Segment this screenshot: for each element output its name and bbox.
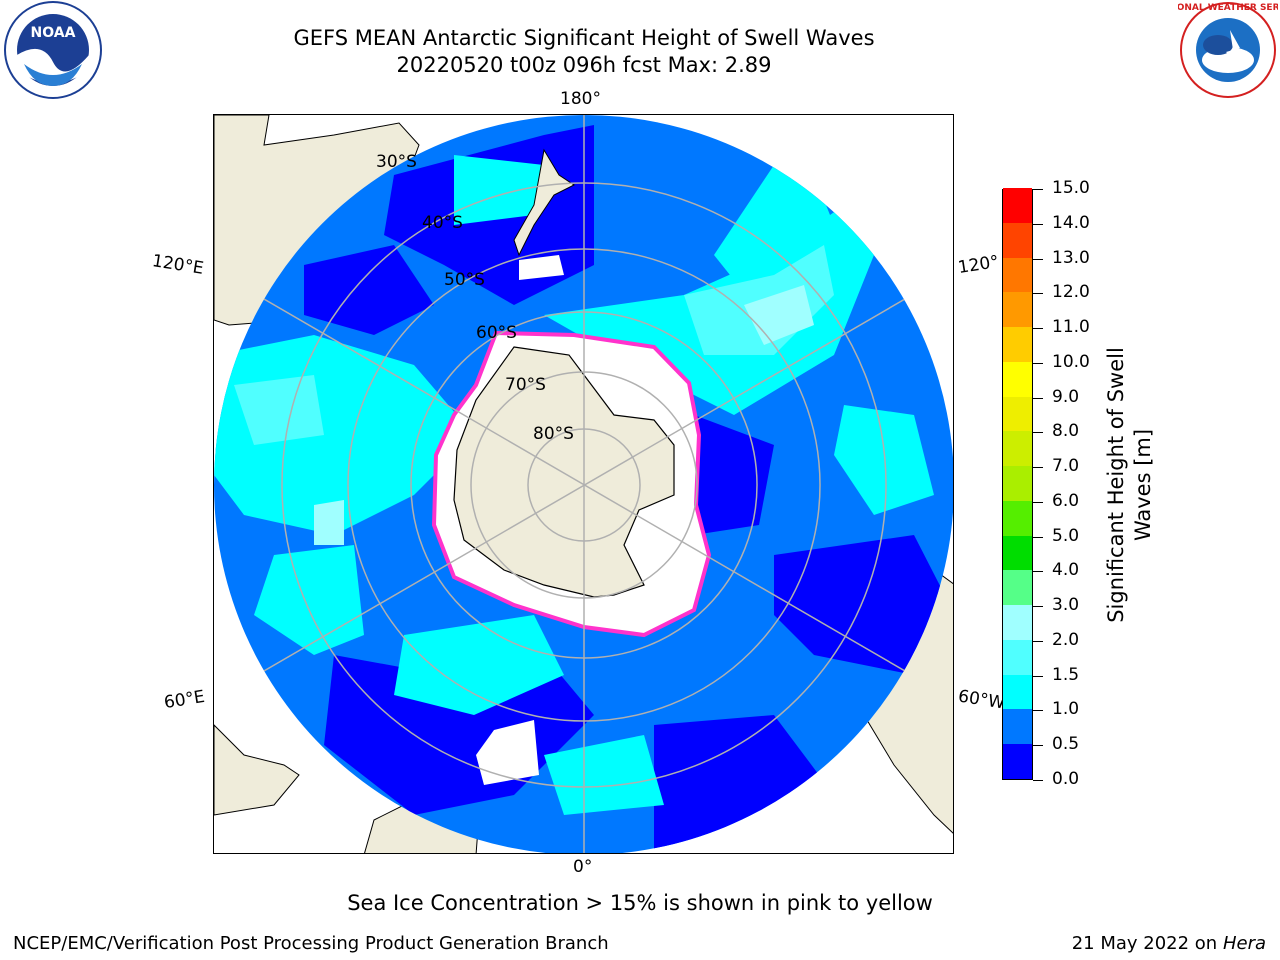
- colorbar-tick-label: 0.5: [1052, 734, 1080, 755]
- colorbar-tick: [1033, 258, 1043, 260]
- machine-name: Hera: [1222, 933, 1266, 954]
- new-zealand-land: [513, 148, 575, 257]
- run-date-text: 21 May 2022 on: [1071, 933, 1218, 954]
- colorbar-tick-label: 10.0: [1052, 351, 1090, 372]
- lat-label-30s: 30°S: [376, 152, 417, 172]
- colorbar-tick-label: 14.0: [1052, 212, 1090, 233]
- colorbar-tick: [1033, 467, 1043, 469]
- colorbar-segment: [1003, 535, 1032, 571]
- swell-patch-peak: [314, 500, 344, 545]
- swell-patch-mid: [454, 155, 544, 225]
- colorbar-tick: [1033, 397, 1043, 399]
- lat-label-70s: 70°S: [505, 375, 546, 395]
- colorbar-tick: [1033, 501, 1043, 503]
- colorbar-segment: [1003, 396, 1032, 432]
- colorbar-tick-label: 8.0: [1052, 421, 1080, 442]
- colorbar-tick: [1033, 675, 1043, 677]
- colorbar-segment: [1003, 674, 1032, 710]
- sea-ice-note: Sea Ice Concentration > 15% is shown in …: [347, 891, 933, 915]
- swell-patch-mid: [254, 545, 364, 655]
- colorbar-segment: [1003, 500, 1032, 536]
- longitude-grid: [214, 115, 953, 853]
- ice-patch: [476, 720, 539, 785]
- colorbar-tick-label: 3.0: [1052, 595, 1080, 616]
- swell-patch-mid: [834, 405, 934, 515]
- colorbar-tick: [1033, 710, 1043, 712]
- colorbar-segment: [1003, 709, 1032, 745]
- noaa-logo: NOAA: [4, 1, 102, 99]
- lon-label-60w: 60°W: [956, 686, 1007, 714]
- colorbar-tick-label: 7.0: [1052, 456, 1080, 477]
- colorbar-segment: [1003, 326, 1032, 362]
- colorbar-tick: [1033, 362, 1043, 364]
- nws-logo: NATIONAL WEATHER SERVICE: [1178, 2, 1278, 98]
- noaa-logo-text: NOAA: [31, 25, 76, 41]
- colorbar-segment: [1003, 361, 1032, 397]
- colorbar-segment: [1003, 430, 1032, 467]
- polar-map: [213, 114, 954, 854]
- colorbar-segment: [1003, 465, 1032, 501]
- colorbar-tick-label: 1.0: [1052, 699, 1080, 720]
- colorbar-segment: [1003, 604, 1032, 640]
- colorbar-label-line2: Waves [m]: [1131, 428, 1155, 542]
- map-subtitle: 20220520 t00z 096h fcst Max: 2.89: [396, 53, 772, 77]
- colorbar-tick: [1033, 432, 1043, 434]
- colorbar-tick: [1033, 640, 1043, 642]
- colorbar-tick: [1033, 536, 1043, 538]
- map-canvas: [214, 115, 953, 853]
- lon-label-120w: 120°: [956, 251, 1001, 279]
- colorbar-tick: [1033, 293, 1043, 295]
- colorbar-segment: [1003, 639, 1032, 675]
- lat-label-50s: 50°S: [444, 270, 485, 290]
- swell-patch-mid: [394, 615, 564, 715]
- colorbar-tick-label: 1.5: [1052, 664, 1080, 685]
- colorbar-tick: [1033, 571, 1043, 573]
- nws-logo-text: NATIONAL WEATHER SERVICE: [1178, 3, 1278, 13]
- colorbar-segment: [1003, 187, 1032, 223]
- lat-label-40s: 40°S: [422, 213, 463, 233]
- swell-patch-low: [774, 535, 953, 675]
- lon-label-60e: 60°E: [162, 686, 207, 714]
- lat-label-80s: 80°S: [533, 424, 574, 444]
- colorbar-tick-label: 4.0: [1052, 560, 1080, 581]
- colorbar-tick-label: 13.0: [1052, 247, 1090, 268]
- colorbar-tick-label: 6.0: [1052, 490, 1080, 511]
- colorbar-tick-label: 2.0: [1052, 629, 1080, 650]
- madagascar-land: [214, 724, 300, 816]
- colorbar-tick-label: 12.0: [1052, 282, 1090, 303]
- colorbar-tick: [1033, 189, 1043, 190]
- lon-label-120e: 120°E: [150, 251, 205, 279]
- credit-text: NCEP/EMC/Verification Post Processing Pr…: [13, 933, 609, 954]
- colorbar-segment: [1003, 257, 1032, 293]
- colorbar-tick: [1033, 223, 1043, 225]
- antarctica-land: [453, 346, 675, 598]
- swell-patch-mid: [544, 735, 664, 815]
- colorbar-segment: [1003, 222, 1032, 258]
- colorbar-tick: [1033, 780, 1043, 781]
- colorbar-segment: [1003, 569, 1032, 606]
- colorbar-tick: [1033, 328, 1043, 330]
- lon-label-0: 0°: [573, 857, 593, 877]
- colorbar: [1002, 187, 1033, 780]
- colorbar-label-line1: Significant Height of Swell: [1104, 347, 1128, 623]
- colorbar-segment: [1003, 291, 1032, 328]
- colorbar-tick: [1033, 745, 1043, 747]
- run-date: 21 May 2022 on Hera: [1072, 933, 1266, 954]
- colorbar-tick-label: 0.0: [1052, 769, 1080, 789]
- colorbar-label: Significant Height of Swell Waves [m]: [1103, 347, 1157, 623]
- colorbar-tick-label: 9.0: [1052, 386, 1080, 407]
- colorbar-tick-label: 11.0: [1052, 317, 1090, 338]
- lon-label-180: 180°: [560, 89, 601, 109]
- colorbar-tick-label: 5.0: [1052, 525, 1080, 546]
- colorbar-tick-label: 15.0: [1052, 178, 1090, 198]
- colorbar-segment: [1003, 743, 1032, 779]
- map-title: GEFS MEAN Antarctic Significant Height o…: [293, 26, 875, 50]
- swell-patch-high: [234, 375, 324, 445]
- colorbar-tick: [1033, 606, 1043, 608]
- lat-label-60s: 60°S: [476, 323, 517, 343]
- ice-patch: [519, 255, 564, 280]
